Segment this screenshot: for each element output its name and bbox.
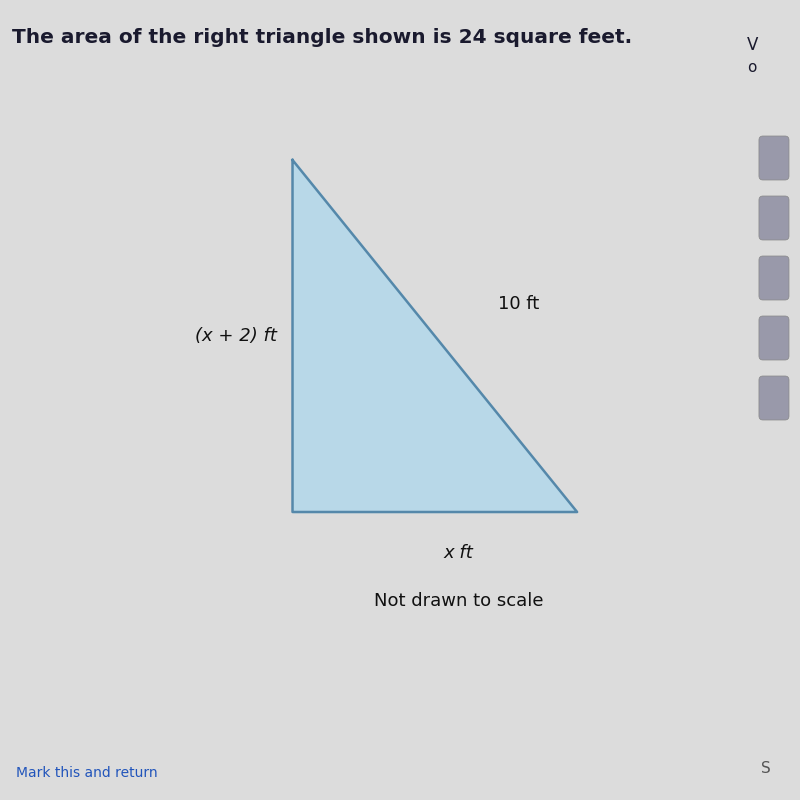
FancyBboxPatch shape (759, 196, 789, 240)
FancyBboxPatch shape (759, 136, 789, 180)
Text: 10 ft: 10 ft (498, 295, 539, 313)
Text: o: o (747, 60, 757, 75)
Text: Mark this and return: Mark this and return (16, 766, 158, 780)
Text: The area of the right triangle shown is 24 square feet.: The area of the right triangle shown is … (12, 28, 632, 47)
Text: V: V (747, 36, 758, 54)
FancyBboxPatch shape (759, 256, 789, 300)
Text: S: S (761, 761, 771, 776)
FancyBboxPatch shape (759, 376, 789, 420)
FancyBboxPatch shape (759, 316, 789, 360)
Polygon shape (293, 160, 577, 512)
Text: (x + 2) ft: (x + 2) ft (195, 327, 277, 345)
Text: x ft: x ft (444, 544, 474, 562)
Text: Not drawn to scale: Not drawn to scale (374, 592, 543, 610)
